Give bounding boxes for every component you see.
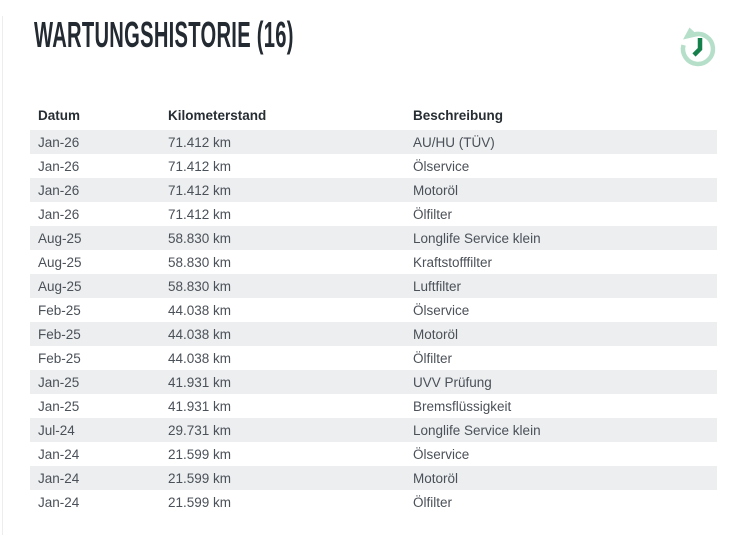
cell-beschreibung: UVV Prüfung	[413, 374, 492, 390]
cell-datum: Aug-25	[38, 278, 82, 294]
table-row: Jan-25 41.931 km UVV Prüfung	[30, 370, 717, 394]
cell-datum: Jan-26	[38, 134, 80, 150]
history-icon-arrowhead	[683, 27, 699, 40]
cell-kilometerstand: 71.412 km	[168, 158, 232, 174]
cell-beschreibung: Bremsflüssigkeit	[413, 398, 512, 414]
cell-beschreibung: Ölfilter	[413, 350, 453, 366]
cell-kilometerstand: 71.412 km	[168, 182, 232, 198]
table-header: Datum Kilometerstand Beschreibung	[30, 108, 717, 130]
cell-datum: Aug-25	[38, 230, 82, 246]
cell-datum: Feb-25	[38, 350, 81, 366]
cell-beschreibung: AU/HU (TÜV)	[413, 134, 495, 150]
cell-beschreibung: Ölservice	[413, 446, 470, 462]
cell-kilometerstand: 44.038 km	[168, 326, 232, 342]
table-body: Jan-26 71.412 km AU/HU (TÜV) Jan-26 71.4…	[30, 130, 717, 514]
cell-beschreibung: Motoröl	[413, 182, 459, 198]
cell-beschreibung: Motoröl	[413, 326, 459, 342]
table-row: Jan-24 21.599 km Ölservice	[30, 442, 717, 466]
table-row: Jan-26 71.412 km Motoröl	[30, 178, 717, 202]
cell-beschreibung: Motoröl	[413, 470, 459, 486]
cell-beschreibung: Ölfilter	[413, 206, 453, 222]
table-row: Feb-25 44.038 km Ölfilter	[30, 346, 717, 370]
column-header-datum: Datum	[38, 108, 81, 123]
page-title-text: WARTUNGSHISTORIE (16)	[34, 14, 294, 55]
cell-datum: Jul-24	[38, 422, 75, 438]
page-title: WARTUNGSHISTORIE (16)	[34, 16, 748, 54]
table-row: Jul-24 29.731 km Longlife Service klein	[30, 418, 717, 442]
cell-beschreibung: Kraftstofffilter	[413, 254, 493, 270]
cell-beschreibung: Ölfilter	[413, 494, 453, 510]
table-row: Jan-26 71.412 km AU/HU (TÜV)	[30, 130, 717, 154]
table-row: Jan-26 71.412 km Ölfilter	[30, 202, 717, 226]
history-icon-arc	[680, 31, 716, 67]
table-header-row: Datum Kilometerstand Beschreibung	[30, 108, 717, 130]
cell-datum: Jan-25	[38, 398, 80, 414]
cell-datum: Jan-26	[38, 182, 80, 198]
cell-kilometerstand: 58.830 km	[168, 254, 232, 270]
cell-datum: Aug-25	[38, 254, 82, 270]
cell-kilometerstand: 71.412 km	[168, 206, 232, 222]
table-row: Aug-25 58.830 km Kraftstofffilter	[30, 250, 717, 274]
cell-kilometerstand: 29.731 km	[168, 422, 232, 438]
cell-kilometerstand: 21.599 km	[168, 470, 232, 486]
cell-kilometerstand: 58.830 km	[168, 230, 232, 246]
cell-datum: Jan-24	[38, 470, 80, 486]
cell-kilometerstand: 21.599 km	[168, 446, 232, 462]
cell-datum: Jan-24	[38, 494, 80, 510]
page-edge	[2, 16, 3, 535]
table-row: Jan-26 71.412 km Ölservice	[30, 154, 717, 178]
cell-kilometerstand: 44.038 km	[168, 302, 232, 318]
table-row: Aug-25 58.830 km Luftfilter	[30, 274, 717, 298]
cell-datum: Jan-24	[38, 446, 80, 462]
cell-beschreibung: Ölservice	[413, 158, 470, 174]
cell-datum: Feb-25	[38, 326, 81, 342]
cell-kilometerstand: 41.931 km	[168, 398, 232, 414]
table-row: Feb-25 44.038 km Ölservice	[30, 298, 717, 322]
cell-kilometerstand: 71.412 km	[168, 134, 232, 150]
cell-datum: Jan-26	[38, 158, 80, 174]
history-icon	[680, 27, 716, 67]
column-header-beschreibung: Beschreibung	[413, 108, 504, 123]
cell-kilometerstand: 44.038 km	[168, 350, 232, 366]
cell-beschreibung: Ölservice	[413, 302, 470, 318]
history-icon-clock-hands	[692, 38, 703, 57]
cell-datum: Feb-25	[38, 302, 81, 318]
table-row: Jan-24 21.599 km Ölfilter	[30, 490, 717, 514]
cell-kilometerstand: 21.599 km	[168, 494, 232, 510]
table-row: Feb-25 44.038 km Motoröl	[30, 322, 717, 346]
table-row: Jan-24 21.599 km Motoröl	[30, 466, 717, 490]
cell-kilometerstand: 58.830 km	[168, 278, 232, 294]
cell-kilometerstand: 41.931 km	[168, 374, 232, 390]
maintenance-history-table: Datum Kilometerstand Beschreibung Jan-26…	[30, 108, 717, 514]
cell-beschreibung: Longlife Service klein	[413, 230, 541, 246]
cell-datum: Jan-26	[38, 206, 80, 222]
cell-beschreibung: Luftfilter	[413, 278, 462, 294]
table-row: Aug-25 58.830 km Longlife Service klein	[30, 226, 717, 250]
cell-beschreibung: Longlife Service klein	[413, 422, 541, 438]
cell-datum: Jan-25	[38, 374, 80, 390]
table-row: Jan-25 41.931 km Bremsflüssigkeit	[30, 394, 717, 418]
column-header-kilometerstand: Kilometerstand	[168, 108, 267, 123]
page-header: WARTUNGSHISTORIE (16)	[0, 16, 748, 70]
